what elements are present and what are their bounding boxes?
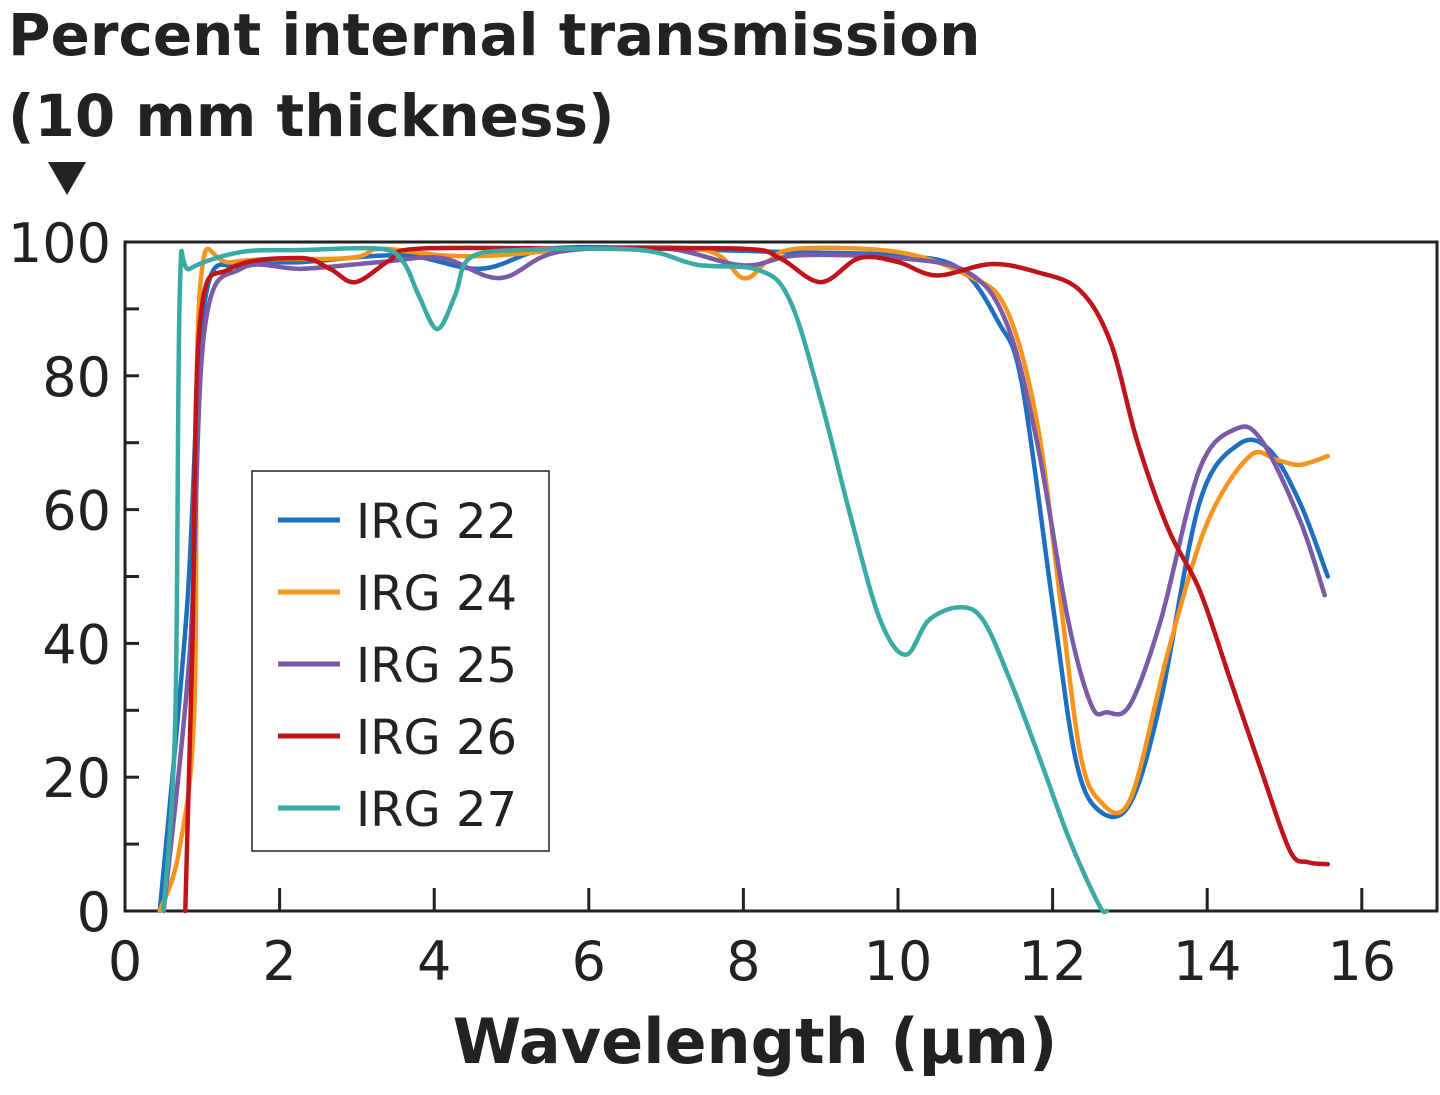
y-tick-label: 0 <box>77 881 111 944</box>
y-tick-label: 60 <box>42 480 111 543</box>
series-lines <box>157 244 1331 915</box>
x-tick-label: 12 <box>1018 930 1087 993</box>
x-tick-label: 14 <box>1173 930 1242 993</box>
series-line-irg-27 <box>161 245 1109 915</box>
y-tick-label: 100 <box>8 212 111 275</box>
chart-title-line-1: Percent internal transmission <box>8 1 980 69</box>
legend: IRG 22 IRG 24 IRG 25 IRG 26 IRG 27 <box>251 470 550 852</box>
x-tick-label: 2 <box>262 930 296 993</box>
y-tick-label: 40 <box>42 613 111 676</box>
legend-label: IRG 24 <box>356 566 517 622</box>
x-axis-label: Wavelength (µm) <box>453 1005 1058 1078</box>
legend-label: IRG 22 <box>356 494 517 550</box>
legend-label: IRG 27 <box>356 782 517 838</box>
y-tick-label: 80 <box>42 346 111 409</box>
x-tick-label: 16 <box>1327 930 1396 993</box>
x-tick-label: 0 <box>108 930 142 993</box>
legend-label: IRG 26 <box>356 710 517 766</box>
chart-title-line-2: (10 mm thickness) <box>8 82 615 150</box>
x-tick-label: 4 <box>417 930 451 993</box>
down-arrow-icon <box>48 162 86 195</box>
series-line-irg-24 <box>157 244 1331 914</box>
x-tick-label: 8 <box>726 930 760 993</box>
y-tick-label: 20 <box>42 747 111 810</box>
series-line-irg-26 <box>183 245 1331 914</box>
legend-box <box>251 470 550 852</box>
x-tick-label: 10 <box>864 930 933 993</box>
legend-label: IRG 25 <box>356 638 517 694</box>
x-tick-label: 6 <box>572 930 606 993</box>
axes: 0 20 40 60 80 100 0 2 4 6 8 10 12 14 16 <box>8 212 1439 993</box>
